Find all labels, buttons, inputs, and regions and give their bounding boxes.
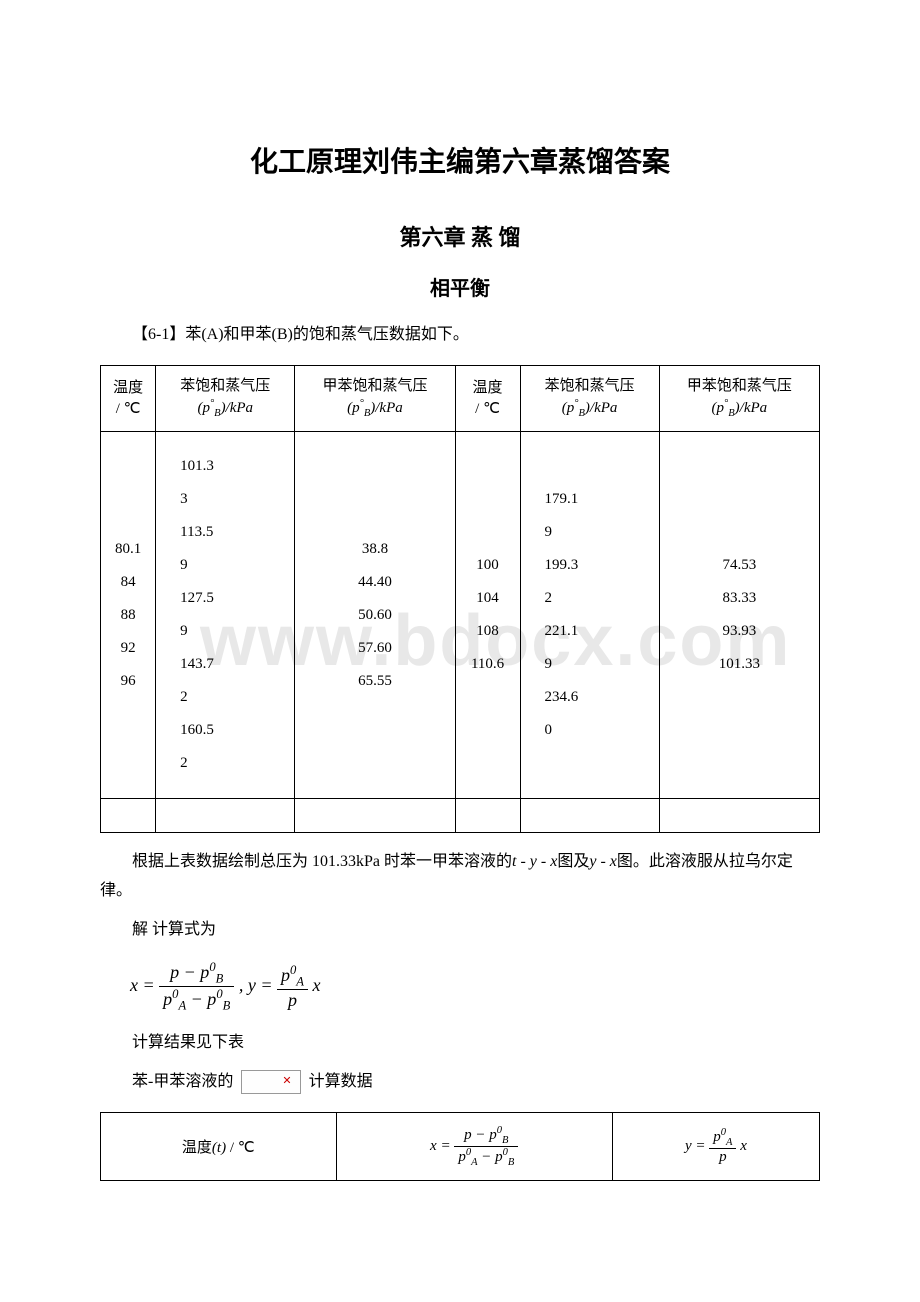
calculation-table: 温度(t) / ℃ x = p − p0B p0A − p0B y =: [100, 1112, 820, 1181]
image-placeholder-icon: ✕: [241, 1070, 300, 1094]
calc-table-header: 温度(t) / ℃ x = p − p0B p0A − p0B y =: [101, 1112, 820, 1180]
vapor-pressure-table: 温度 / ℃ 苯饱和蒸气压 (p°B)/kPa 甲苯饱和蒸气压 (p°B)/kP…: [100, 365, 820, 834]
col-temp-left: 温度 / ℃: [101, 365, 156, 432]
solution-label: 解 计算式为: [100, 916, 820, 945]
results-label: 计算结果见下表: [100, 1029, 820, 1058]
data-caption: 苯-甲苯溶液的 ✕ 计算数据: [100, 1068, 820, 1097]
problem-statement: 【6-1】苯(A)和甲苯(B)的饱和蒸气压数据如下。: [100, 321, 820, 350]
main-title: 化工原理刘伟主编第六章蒸馏答案: [100, 140, 820, 180]
instruction-paragraph: 根据上表数据绘制总压为 101.33kPa 时苯一甲苯溶液的t - y - x图…: [100, 848, 820, 906]
table-data-row: 80.1 84 88 92 96 101.33 113.59 127.59 14…: [101, 432, 820, 799]
table-header-row: 温度 / ℃ 苯饱和蒸气压 (p°B)/kPa 甲苯饱和蒸气压 (p°B)/kP…: [101, 365, 820, 432]
col-benzene-right: 苯饱和蒸气压 (p°B)/kPa: [520, 365, 659, 432]
calc-col-temp: 温度(t) / ℃: [101, 1112, 337, 1180]
benzene-left-cell: 101.33 113.59 127.59 143.72 160.52: [156, 432, 295, 799]
chapter-title: 第六章 蒸 馏: [100, 220, 820, 252]
col-toluene-left: 甲苯饱和蒸气压 (p°B)/kPa: [295, 365, 455, 432]
calc-col-x: x = p − p0B p0A − p0B: [336, 1112, 612, 1180]
calc-col-y: y = p0A p x: [612, 1112, 819, 1180]
col-toluene-right: 甲苯饱和蒸气压 (p°B)/kPa: [659, 365, 819, 432]
benzene-right-cell: 179.19 199.32 221.19 234.60: [520, 432, 659, 799]
temps-right-cell: 100 104 108 110.6: [455, 432, 520, 799]
col-benzene-left: 苯饱和蒸气压 (p°B)/kPa: [156, 365, 295, 432]
toluene-left-cell: 38.8 44.40 50.60 57.60 65.55: [295, 432, 455, 799]
col-temp-right: 温度 / ℃: [455, 365, 520, 432]
temps-left-cell: 80.1 84 88 92 96: [101, 432, 156, 799]
table-empty-row: [101, 799, 820, 833]
section-title: 相平衡: [100, 272, 820, 301]
formula-xy: x = p − p0B p0A − p0B , y = p0A p x: [130, 960, 820, 1014]
toluene-right-cell: 74.53 83.33 93.93 101.33: [659, 432, 819, 799]
